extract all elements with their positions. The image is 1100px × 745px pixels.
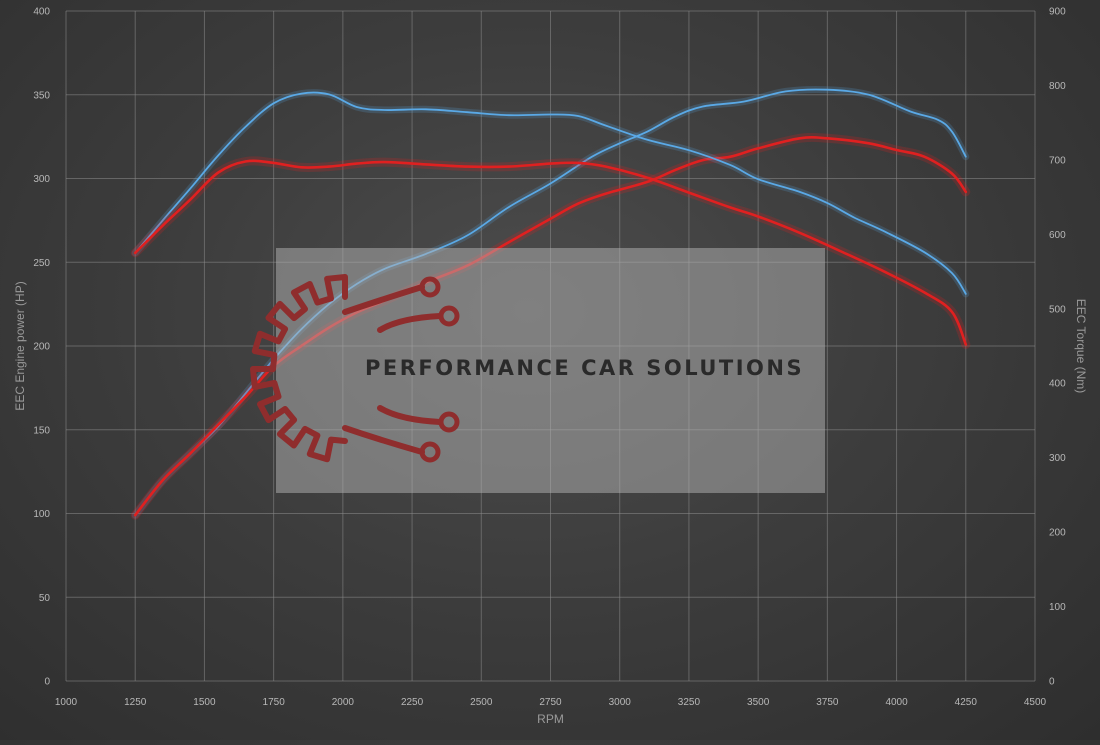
right-tick-label: 500 — [1049, 304, 1066, 315]
tick-labels: 1000 1250 1500 1750 2000 2250 2500 2750 3000 3250… — [33, 7, 1066, 709]
x-tick-label: 1000 — [55, 697, 78, 708]
right-tick-label: 900 — [1049, 7, 1066, 18]
x-tick-label: 1500 — [193, 697, 216, 708]
left-tick-label: 100 — [33, 509, 50, 520]
x-tick-label: 4000 — [885, 697, 908, 708]
x-tick-label: 2000 — [332, 697, 355, 708]
x-tick-label: 4500 — [1024, 697, 1047, 708]
x-tick-label: 4250 — [955, 697, 978, 708]
left-tick-label: 400 — [33, 7, 50, 18]
x-tick-label: 3000 — [609, 697, 632, 708]
x-tick-label: 1250 — [124, 697, 147, 708]
x-tick-label: 2750 — [539, 697, 562, 708]
x-tick-label: 3250 — [678, 697, 701, 708]
x-tick-label: 2500 — [470, 697, 493, 708]
x-tick-label: 1750 — [263, 697, 286, 708]
grid — [65, 10, 1036, 682]
watermark-panel — [276, 248, 825, 493]
watermark: PERFORMANCE CAR SOLUTIONS — [250, 248, 825, 493]
right-axis-title: EEC Torque (Nm) — [1074, 299, 1088, 393]
left-tick-label: 300 — [33, 174, 50, 185]
left-tick-label: 0 — [44, 677, 50, 688]
left-tick-label: 350 — [33, 90, 50, 101]
left-tick-label: 250 — [33, 258, 50, 269]
x-tick-label: 3750 — [816, 697, 839, 708]
right-tick-label: 300 — [1049, 453, 1066, 464]
gear-circuit-logo-icon — [250, 274, 460, 463]
right-tick-label: 600 — [1049, 230, 1066, 241]
x-axis-title: RPM — [537, 712, 564, 726]
x-tick-label: 3500 — [747, 697, 770, 708]
left-tick-label: 150 — [33, 425, 50, 436]
torque-line-blue — [134, 91, 967, 295]
right-tick-label: 200 — [1049, 528, 1066, 539]
x-tick-label: 2250 — [401, 697, 424, 708]
left-axis-title: EEC Engine power (HP) — [13, 281, 27, 410]
right-tick-label: 400 — [1049, 379, 1066, 390]
right-tick-label: 700 — [1049, 155, 1066, 166]
watermark-text: PERFORMANCE CAR SOLUTIONS — [365, 356, 804, 380]
torque-line-red — [133, 159, 968, 346]
power-line-red — [133, 136, 968, 517]
left-tick-label: 200 — [33, 342, 50, 353]
right-tick-label: 800 — [1049, 81, 1066, 92]
right-tick-label: 100 — [1049, 602, 1066, 613]
right-tick-label: 0 — [1049, 677, 1055, 688]
series-lines — [130, 85, 971, 520]
left-tick-label: 50 — [39, 593, 51, 604]
